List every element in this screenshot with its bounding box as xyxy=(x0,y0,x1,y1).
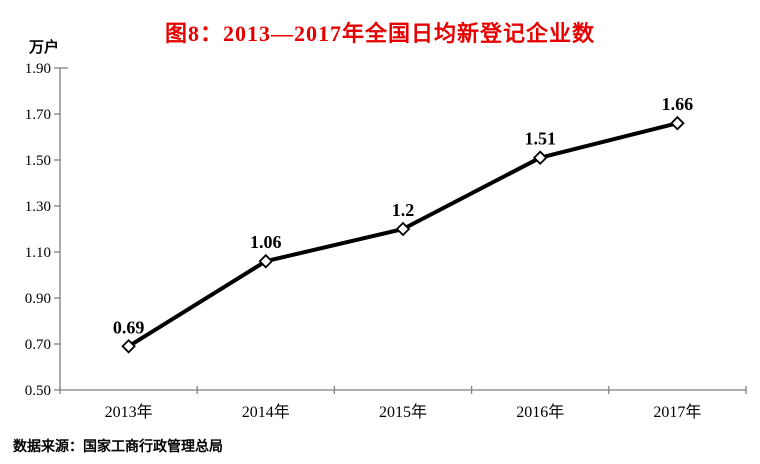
data-point-label: 1.51 xyxy=(524,129,556,149)
x-axis-category-label: 2015年 xyxy=(379,403,427,421)
y-axis-tick-label: 1.90 xyxy=(25,61,51,77)
x-axis-category-label: 2013年 xyxy=(105,403,153,421)
y-axis-tick-label: 0.70 xyxy=(25,337,51,353)
chart-title: 图8：2013—2017年全国日均新登记企业数 xyxy=(164,21,595,46)
data-point-marker xyxy=(395,221,411,237)
y-axis-tick-label: 0.50 xyxy=(25,383,51,399)
data-point-marker xyxy=(670,115,685,131)
data-point-label: 0.69 xyxy=(113,317,145,337)
y-axis-tick-label: 1.10 xyxy=(25,245,51,261)
x-axis-category-label: 2017年 xyxy=(653,403,701,421)
y-axis-tick-label: 1.70 xyxy=(25,107,51,123)
x-axis-category-label: 2014年 xyxy=(242,403,290,421)
y-axis-tick-label: 1.50 xyxy=(25,153,51,169)
y-axis-unit-label: 万户 xyxy=(29,40,60,56)
data-point-marker xyxy=(121,339,136,354)
x-axis-category-label: 2016年 xyxy=(516,403,564,421)
data-point-label: 1.2 xyxy=(392,200,415,220)
data-point-label: 1.66 xyxy=(662,94,694,114)
y-axis-tick-label: 1.30 xyxy=(25,199,51,215)
source-note: 数据来源：国家工商行政管理总局 xyxy=(13,440,223,455)
data-point-marker xyxy=(532,150,548,165)
data-point-label: 1.06 xyxy=(250,232,282,252)
y-axis-tick-label: 0.90 xyxy=(25,291,51,307)
data-point-marker xyxy=(258,253,274,269)
